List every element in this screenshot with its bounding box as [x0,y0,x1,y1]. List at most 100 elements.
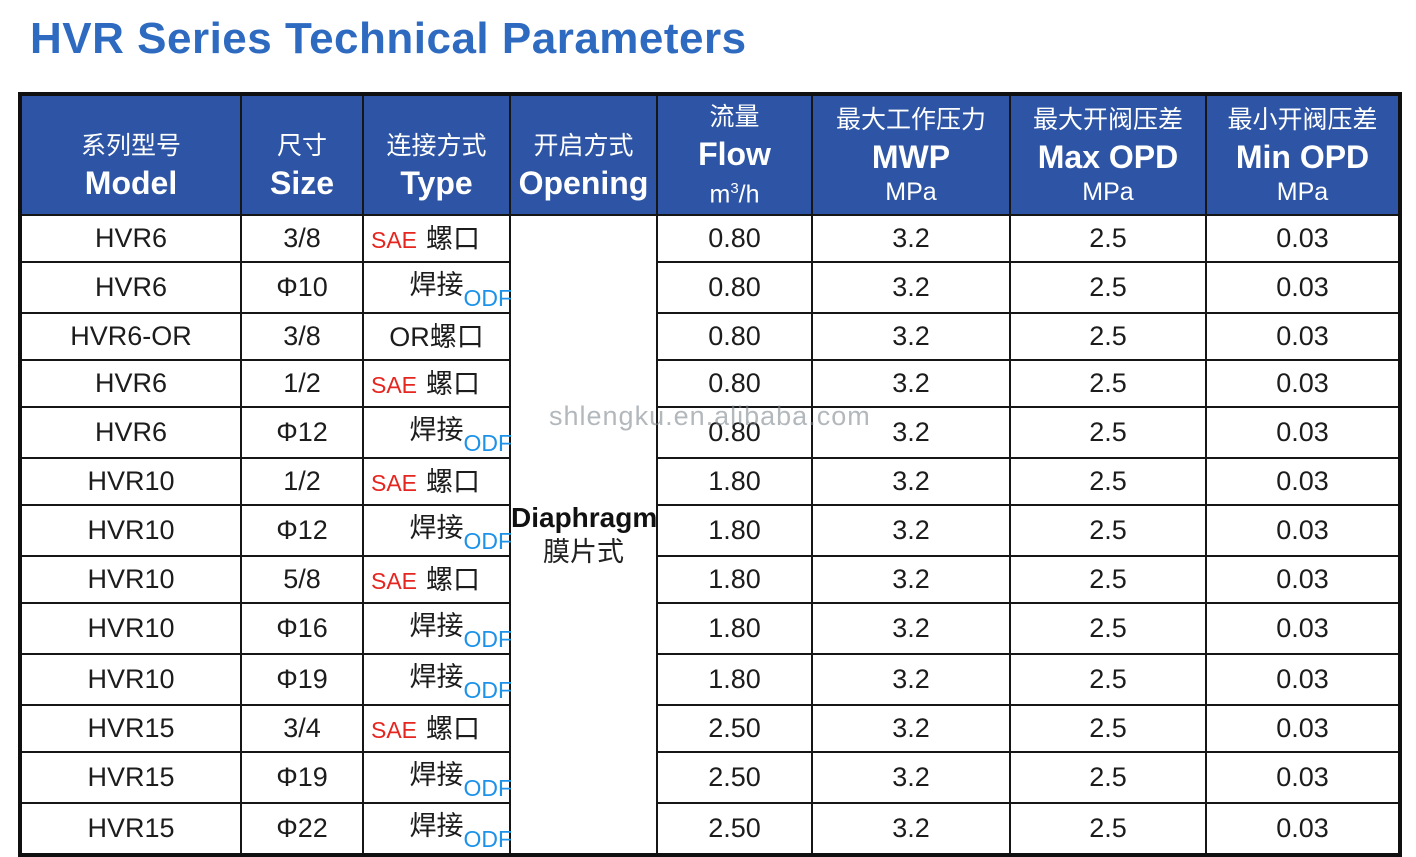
cell-flow: 0.80 [656,214,813,263]
cell-flow: 2.50 [656,802,813,856]
type-main-label: 焊接 [409,415,464,445]
cell-mwp: 3.2 [811,602,1011,655]
cell-mwp: 3.2 [811,214,1011,263]
table-row: HVR6 Φ10 焊接ODF 0.80 3.2 2.5 0.03 [19,261,1401,314]
header-mwp-zh: 最大工作压力 [835,105,986,134]
header-type-en: Type [400,165,473,201]
cell-type: 焊接ODF [362,751,512,804]
type-main-label: 螺口 [426,565,481,595]
technical-parameters-table: 系列型号 Model 尺寸 Size 连接方式 Type 开启方式 Openin… [18,92,1402,857]
type-red-label: SAE [371,568,418,594]
cell-max-opd: 2.5 [1009,406,1207,459]
cell-model: HVR6-OR [19,312,242,361]
header-model: 系列型号 Model [19,93,242,216]
cell-model: HVR15 [19,751,242,804]
cell-min-opd: 0.03 [1205,359,1401,408]
cell-model: HVR10 [19,504,242,557]
cell-type: 焊接ODF [362,602,512,655]
cell-type: 焊接ODF [362,802,512,856]
header-min-opd-en: Min OPD [1235,138,1370,175]
cell-max-opd: 2.5 [1009,602,1207,655]
cell-model: HVR6 [19,359,242,408]
type-main-label: 焊接 [409,811,464,841]
table-row: HVR6 3/8 SAE 螺口 Diaphragm 膜片式 0.80 3.2 2.… [19,214,1401,856]
cell-opening-merged: Diaphragm 膜片式 [509,214,658,856]
cell-flow: 1.80 [656,602,813,655]
cell-max-opd: 2.5 [1009,504,1207,557]
cell-type: SAE 螺口 [362,457,511,506]
header-opening-zh: 开启方式 [533,132,634,160]
header-max-opd: 最大开阀压差 Max OPD MPa [1009,93,1207,216]
header-flow-en: Flow [698,135,771,172]
table-row: HVR6-OR 3/8 OR螺口 0.80 3.2 2.5 0.03 [19,312,1401,361]
header-mwp: 最大工作压力 MWP MPa [811,93,1011,216]
type-main-label: 螺口 [426,369,481,399]
cell-type: OR螺口 [362,312,511,361]
type-main-label: 螺口 [426,714,481,744]
cell-type: SAE 螺口 [362,555,511,604]
header-mwp-en: MWP [871,138,951,175]
type-main-label: 焊接 [409,662,464,692]
table-row: HVR10 1/2 SAE 螺口 1.80 3.2 2.5 0.03 [19,457,1401,506]
header-mwp-unit: MPa [885,177,937,206]
cell-flow: 0.80 [656,261,813,314]
header-min-opd-zh: 最小开阀压差 [1227,105,1378,134]
cell-min-opd: 0.03 [1205,802,1401,856]
cell-mwp: 3.2 [811,504,1011,557]
cell-mwp: 3.2 [811,261,1011,314]
cell-flow: 1.80 [656,504,813,557]
cell-size: 5/8 [240,555,364,604]
cell-min-opd: 0.03 [1205,555,1401,604]
cell-max-opd: 2.5 [1009,261,1207,314]
cell-min-opd: 0.03 [1205,261,1401,314]
cell-size: Φ16 [240,602,364,655]
table-header: 系列型号 Model 尺寸 Size 连接方式 Type 开启方式 Openin… [19,93,1401,216]
cell-model: HVR10 [19,602,242,655]
cell-mwp: 3.2 [811,802,1011,856]
cell-mwp: 3.2 [811,653,1011,706]
table-row: HVR10 Φ16 焊接ODF 1.80 3.2 2.5 0.03 [19,602,1401,655]
header-flow: 流量 Flow m3/h [656,93,813,216]
cell-max-opd: 2.5 [1009,214,1207,263]
cell-mwp: 3.2 [811,555,1011,604]
cell-size: Φ19 [240,653,364,706]
cell-min-opd: 0.03 [1205,406,1401,459]
cell-type: 焊接ODF [362,653,512,706]
header-type: 连接方式 Type [362,93,511,216]
type-main-label: 焊接 [409,513,464,543]
cell-flow: 0.80 [656,312,813,361]
table-row: HVR6 1/2 SAE 螺口 0.80 3.2 2.5 0.03 [19,359,1401,408]
type-main-label: 螺口 [426,224,481,254]
cell-size: 1/2 [240,457,364,506]
cell-size: Φ12 [240,406,364,459]
table-row: HVR15 3/4 SAE 螺口 2.50 3.2 2.5 0.03 [19,704,1401,753]
cell-min-opd: 0.03 [1205,751,1401,804]
cell-type: 焊接ODF [362,504,512,557]
header-min-opd-unit: MPa [1276,177,1329,206]
header-max-opd-zh: 最大开阀压差 [1032,105,1183,134]
type-main-label: OR螺口 [389,322,484,352]
header-flow-unit: m3/h [709,179,760,209]
table-row: HVR15 Φ19 焊接ODF 2.50 3.2 2.5 0.03 [19,751,1401,804]
cell-size: Φ22 [240,802,364,856]
cell-size: Φ19 [240,751,364,804]
table-body: HVR6 3/8 SAE 螺口 Diaphragm 膜片式 0.80 3.2 2.… [19,214,1401,856]
cell-max-opd: 2.5 [1009,555,1207,604]
cell-max-opd: 2.5 [1009,704,1207,753]
cell-type: SAE 螺口 [362,359,511,408]
cell-model: HVR6 [19,214,242,263]
cell-min-opd: 0.03 [1205,653,1401,706]
header-flow-zh: 流量 [709,102,760,131]
table-row: HVR15 Φ22 焊接ODF 2.50 3.2 2.5 0.03 [19,802,1401,856]
cell-max-opd: 2.5 [1009,359,1207,408]
cell-min-opd: 0.03 [1205,704,1401,753]
cell-flow: 2.50 [656,704,813,753]
cell-max-opd: 2.5 [1009,802,1207,856]
header-size-zh: 尺寸 [276,132,327,160]
type-main-label: 焊接 [409,760,464,790]
type-red-label: SAE [371,470,418,496]
cell-mwp: 3.2 [811,359,1011,408]
cell-flow: 0.80 [656,359,813,408]
cell-model: HVR10 [19,555,242,604]
cell-type: 焊接ODF [362,261,512,314]
